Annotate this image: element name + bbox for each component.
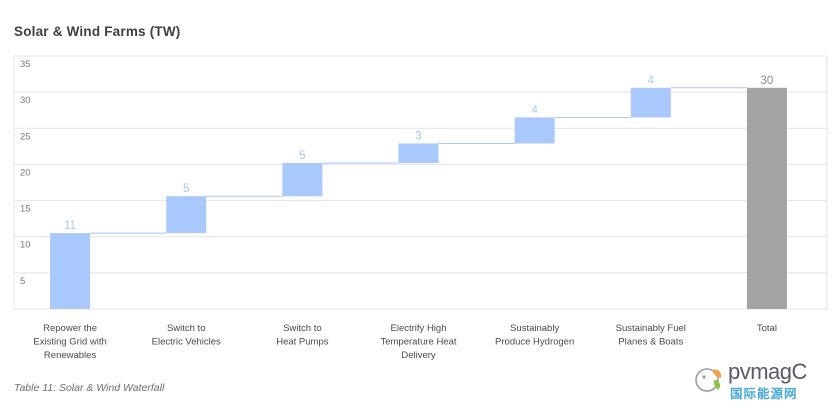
y-tick-label: 35 — [20, 59, 31, 70]
y-tick-label: 25 — [20, 131, 31, 142]
x-tick-label: Heat Pumps — [276, 337, 329, 348]
chart-title: Solar & Wind Farms (TW) — [14, 24, 181, 39]
x-tick-label: Planes & Boats — [618, 337, 683, 348]
x-tick-label: Repower the — [43, 323, 97, 334]
data-label: 5 — [299, 150, 305, 162]
y-tick-label: 10 — [20, 240, 31, 251]
data-label: 5 — [183, 183, 189, 195]
x-tick-label: Renewables — [44, 350, 97, 361]
chart-caption: Table 11: Solar & Wind Waterfall — [14, 382, 165, 394]
x-tick-label: Delivery — [401, 350, 436, 361]
x-tick-label: Switch to — [167, 323, 206, 334]
x-tick-label: Switch to — [283, 323, 322, 334]
waterfall-bar — [166, 196, 207, 234]
x-tick-label: Temperature Heat — [380, 337, 456, 348]
x-tick-label: Existing Grid with — [33, 337, 106, 348]
leaf-icon — [695, 368, 722, 392]
x-tick-label: Sustainably — [510, 323, 559, 334]
total-bar — [746, 87, 787, 309]
y-tick-label: 20 — [20, 167, 31, 178]
x-tick-label: Electric Vehicles — [152, 337, 221, 348]
waterfall-bar — [514, 117, 555, 144]
plot-frame — [13, 55, 828, 310]
waterfall-bar — [630, 87, 671, 118]
waterfall-bar — [50, 233, 91, 309]
y-tick-label: 30 — [20, 95, 31, 106]
x-tick-label: Sustainably Fuel — [616, 323, 686, 334]
data-label: 3 — [415, 130, 421, 142]
data-label: 30 — [761, 75, 774, 87]
y-tick-label: 15 — [20, 204, 31, 215]
data-label: 11 — [64, 220, 76, 232]
x-tick-label: Total — [757, 323, 777, 334]
x-tick-label: Produce Hydrogen — [495, 337, 574, 348]
x-tick-label: Electrify High — [391, 323, 447, 334]
data-label: 4 — [531, 104, 538, 116]
watermark-logo: pvmagC 国际能源网 — [690, 356, 830, 402]
waterfall-bar — [282, 162, 323, 197]
y-tick-label: 5 — [20, 276, 25, 287]
data-label: 4 — [648, 75, 655, 87]
watermark-brand: pvmagC — [728, 359, 807, 384]
waterfall-bar — [398, 143, 439, 163]
watermark-subtitle: 国际能源网 — [730, 387, 798, 401]
